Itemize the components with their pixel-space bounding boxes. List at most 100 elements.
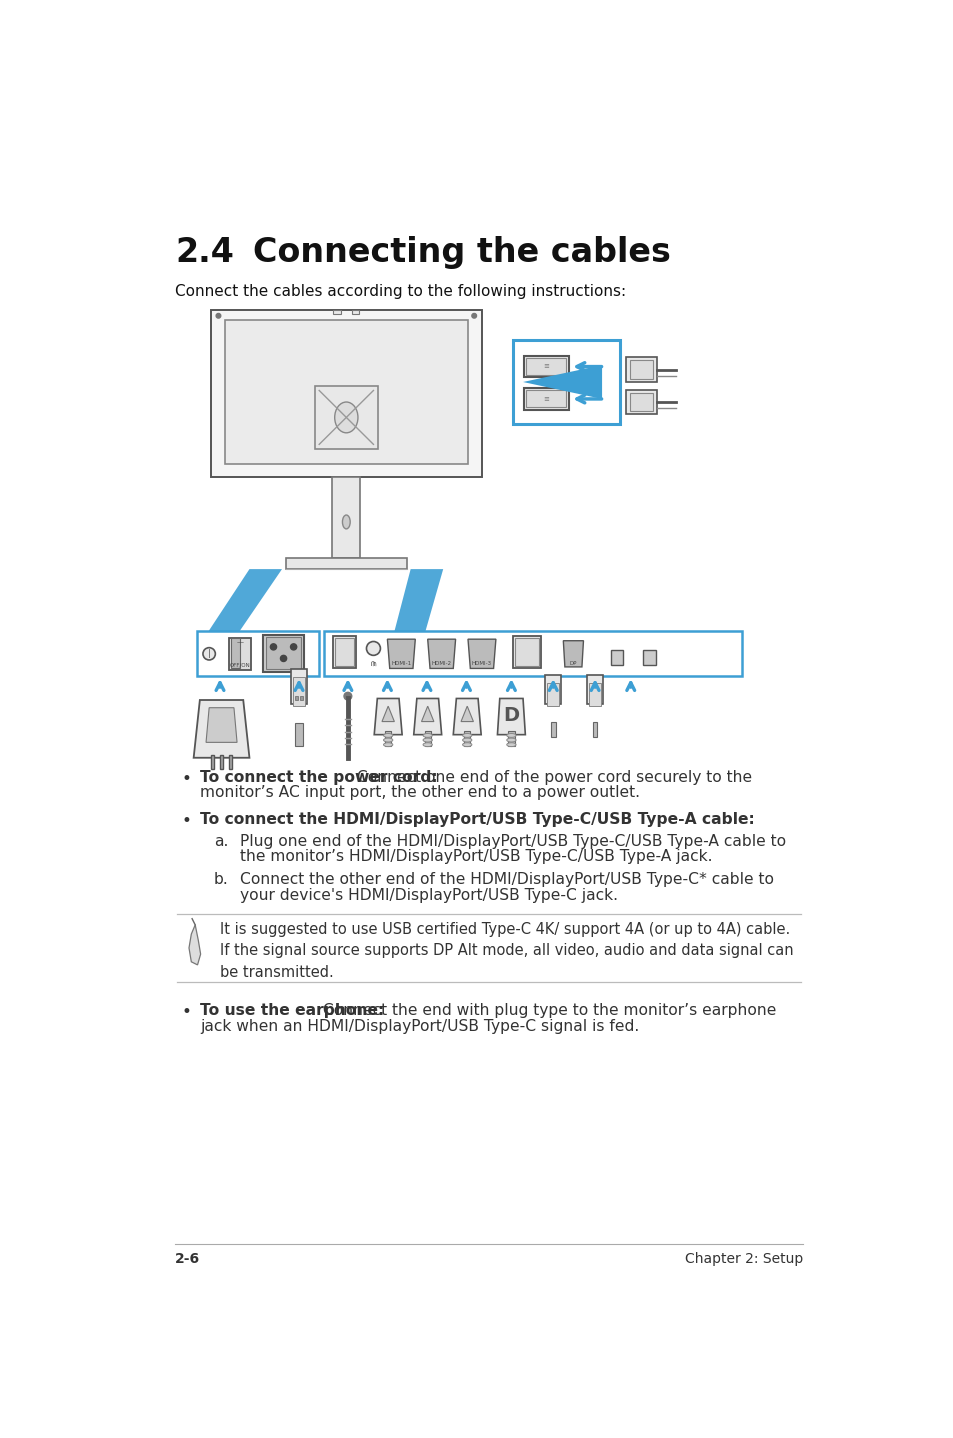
Text: 2-6: 2-6 bbox=[174, 1252, 200, 1265]
Circle shape bbox=[270, 644, 276, 650]
Polygon shape bbox=[460, 706, 473, 722]
Bar bbox=[523, 388, 568, 410]
Ellipse shape bbox=[342, 515, 350, 529]
Text: Connect one end of the power cord securely to the: Connect one end of the power cord secure… bbox=[352, 771, 751, 785]
Bar bbox=[323, 631, 741, 676]
Text: jack when an HDMI/DisplayPort/USB Type-C signal is fed.: jack when an HDMI/DisplayPort/USB Type-C… bbox=[199, 1018, 639, 1034]
Ellipse shape bbox=[422, 743, 432, 746]
Circle shape bbox=[280, 656, 286, 661]
Ellipse shape bbox=[462, 743, 472, 746]
Text: Connect the cables according to the following instructions:: Connect the cables according to the foll… bbox=[174, 285, 625, 299]
Circle shape bbox=[344, 692, 352, 700]
Text: HDMI-3: HDMI-3 bbox=[472, 661, 492, 666]
Polygon shape bbox=[206, 707, 236, 742]
Bar bbox=[291, 669, 307, 703]
Bar bbox=[610, 650, 622, 666]
Polygon shape bbox=[497, 699, 525, 735]
Text: HDMI-2: HDMI-2 bbox=[431, 661, 451, 666]
Circle shape bbox=[366, 641, 380, 656]
Ellipse shape bbox=[462, 733, 472, 738]
Polygon shape bbox=[414, 699, 441, 735]
Bar bbox=[333, 309, 340, 315]
Polygon shape bbox=[208, 569, 282, 631]
Circle shape bbox=[216, 313, 220, 318]
Text: Connect the other end of the HDMI/DisplayPort/USB Type-C* cable to: Connect the other end of the HDMI/Displa… bbox=[240, 873, 773, 887]
Bar bbox=[293, 677, 305, 706]
Ellipse shape bbox=[422, 733, 432, 738]
Text: DP: DP bbox=[569, 661, 577, 666]
Text: —: — bbox=[236, 640, 243, 646]
Bar bbox=[211, 755, 213, 769]
Text: ≡: ≡ bbox=[543, 395, 549, 403]
Bar bbox=[294, 696, 298, 700]
Ellipse shape bbox=[335, 403, 357, 433]
Bar bbox=[314, 385, 377, 449]
Bar bbox=[587, 674, 602, 703]
Polygon shape bbox=[193, 700, 249, 758]
Polygon shape bbox=[562, 641, 583, 667]
Bar bbox=[545, 674, 560, 703]
Text: ∩: ∩ bbox=[370, 659, 376, 669]
Bar bbox=[642, 650, 655, 666]
Bar bbox=[229, 755, 233, 769]
Text: monitor’s AC input port, the other end to a power outlet.: monitor’s AC input port, the other end t… bbox=[199, 785, 639, 801]
Polygon shape bbox=[374, 699, 402, 735]
Bar bbox=[513, 341, 619, 424]
Text: Chapter 2: Setup: Chapter 2: Setup bbox=[684, 1252, 802, 1265]
Text: a.: a. bbox=[213, 834, 228, 848]
Polygon shape bbox=[522, 365, 601, 398]
Bar bbox=[424, 731, 431, 746]
Text: 2.4: 2.4 bbox=[174, 236, 233, 269]
Text: To connect the HDMI/DisplayPort/USB Type-C/USB Type-A cable:: To connect the HDMI/DisplayPort/USB Type… bbox=[199, 812, 754, 827]
Circle shape bbox=[472, 313, 476, 318]
Text: Connecting the cables: Connecting the cables bbox=[253, 236, 670, 269]
Bar bbox=[352, 309, 359, 315]
Ellipse shape bbox=[383, 738, 393, 742]
Bar bbox=[625, 358, 657, 383]
Bar bbox=[294, 723, 303, 746]
Polygon shape bbox=[453, 699, 480, 735]
Bar bbox=[332, 477, 360, 558]
Polygon shape bbox=[394, 569, 443, 631]
Bar bbox=[196, 631, 319, 676]
Ellipse shape bbox=[422, 738, 432, 742]
Bar bbox=[299, 696, 303, 700]
Bar bbox=[588, 683, 600, 706]
Circle shape bbox=[291, 644, 296, 650]
Bar bbox=[550, 722, 555, 736]
Polygon shape bbox=[189, 925, 200, 965]
Text: Connect the end with plug type to the monitor’s earphone: Connect the end with plug type to the mo… bbox=[318, 1004, 776, 1018]
Text: your device's HDMI/DisplayPort/USB Type-C jack.: your device's HDMI/DisplayPort/USB Type-… bbox=[240, 887, 618, 903]
Bar bbox=[625, 390, 657, 414]
Polygon shape bbox=[387, 638, 415, 669]
Text: It is suggested to use USB certified Type-C 4K/ support 4A (or up to 4A) cable.
: It is suggested to use USB certified Typ… bbox=[220, 922, 793, 979]
Bar bbox=[546, 683, 558, 706]
Bar bbox=[335, 638, 354, 666]
Bar bbox=[523, 355, 568, 377]
Text: To connect the power cord:: To connect the power cord: bbox=[199, 771, 437, 785]
Bar bbox=[525, 391, 566, 407]
Ellipse shape bbox=[506, 743, 516, 746]
Bar bbox=[515, 638, 537, 666]
Text: the monitor’s HDMI/DisplayPort/USB Type-C/USB Type-A jack.: the monitor’s HDMI/DisplayPort/USB Type-… bbox=[240, 850, 712, 864]
Text: HDMI-1: HDMI-1 bbox=[391, 661, 411, 666]
Bar bbox=[333, 636, 356, 669]
Bar bbox=[629, 393, 653, 411]
Text: •: • bbox=[181, 1004, 191, 1021]
Bar bbox=[266, 637, 300, 669]
Polygon shape bbox=[381, 706, 394, 722]
Polygon shape bbox=[427, 638, 456, 669]
Ellipse shape bbox=[462, 738, 472, 742]
Bar bbox=[224, 321, 468, 463]
Bar bbox=[592, 722, 597, 736]
Bar bbox=[385, 731, 391, 746]
Bar bbox=[231, 638, 240, 667]
Ellipse shape bbox=[506, 733, 516, 738]
Text: To use the earphone:: To use the earphone: bbox=[199, 1004, 384, 1018]
Ellipse shape bbox=[383, 743, 393, 746]
Text: OFF/ON: OFF/ON bbox=[230, 663, 251, 667]
Bar bbox=[211, 309, 481, 477]
Text: Plug one end of the HDMI/DisplayPort/USB Type-C/USB Type-A cable to: Plug one end of the HDMI/DisplayPort/USB… bbox=[240, 834, 785, 848]
Text: b.: b. bbox=[213, 873, 229, 887]
Ellipse shape bbox=[506, 738, 516, 742]
